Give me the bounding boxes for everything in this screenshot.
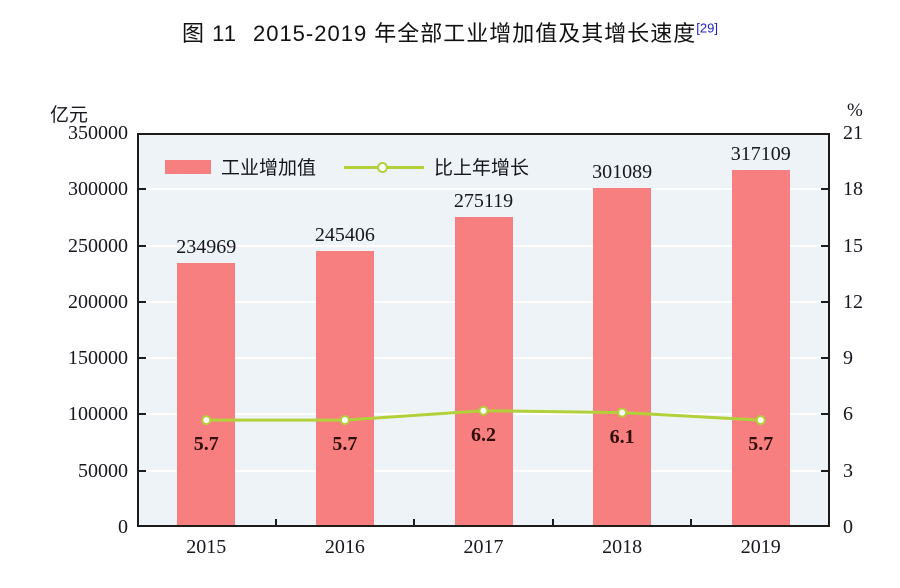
right-axis-tick-mark <box>821 357 828 360</box>
x-axis-tick-mark <box>413 519 416 525</box>
growth-value-label: 5.7 <box>748 433 774 456</box>
legend-line-marker-icon <box>377 161 389 173</box>
x-axis-category-label: 2019 <box>740 536 781 558</box>
x-axis-category-label: 2016 <box>324 536 365 558</box>
left-axis-tick-label: 50000 <box>78 459 128 482</box>
bar-2017 <box>454 217 513 525</box>
footnote-reference: [29] <box>696 20 718 36</box>
growth-value-label: 5.7 <box>332 433 358 456</box>
right-axis-tick-mark <box>821 469 828 472</box>
right-axis-tick-label: 21 <box>843 122 863 144</box>
right-axis-tick-mark <box>821 244 828 247</box>
legend-bar-label: 工业增加值 <box>221 158 317 179</box>
left-axis-tick-label: 350000 <box>68 122 128 144</box>
growth-value-label: 6.2 <box>471 423 496 446</box>
left-axis-tick-mark <box>139 188 146 191</box>
figure-number-label: 图 11 <box>182 21 237 46</box>
left-axis-tick-mark <box>139 300 146 303</box>
figure-title: 图 11 2015-2019 年全部工业增加值及其增长速度[29] <box>0 16 900 48</box>
right-axis-tick-label: 18 <box>843 178 863 201</box>
left-axis-tick-label: 150000 <box>68 347 128 370</box>
left-axis-tick-label: 100000 <box>68 403 128 426</box>
right-axis-tick-mark <box>821 300 828 303</box>
right-axis-tick-label: 9 <box>843 347 853 370</box>
left-axis-tick-label: 0 <box>118 516 128 538</box>
right-axis-unit-label: % <box>847 100 863 121</box>
right-axis-tick-label: 12 <box>843 290 863 313</box>
left-axis-tick-label: 200000 <box>68 290 128 313</box>
right-axis-tick-label: 15 <box>843 234 863 257</box>
left-axis-tick-mark <box>139 244 146 247</box>
legend-line-swatch <box>344 160 425 174</box>
right-axis-tick-label: 6 <box>843 403 853 426</box>
bar-value-label: 234969 <box>176 235 237 258</box>
left-axis-unit-label: 亿元 <box>50 105 89 126</box>
bar-value-label: 301089 <box>592 161 653 184</box>
legend-bar-swatch <box>165 159 211 174</box>
x-axis-category-label: 2015 <box>186 536 227 558</box>
figure-title-text: 2015-2019 年全部工业增加值及其增长速度 <box>252 21 697 46</box>
bar-2016 <box>315 250 374 525</box>
growth-value-label: 5.7 <box>193 433 219 456</box>
right-axis-tick-label: 3 <box>843 459 853 482</box>
legend-line-label: 比上年增长 <box>434 158 530 179</box>
left-axis-tick-label: 250000 <box>68 234 128 257</box>
right-axis-tick-mark <box>821 188 828 191</box>
left-axis-tick-mark <box>139 469 146 472</box>
bar-2019 <box>731 170 790 525</box>
grid-line <box>139 188 828 191</box>
x-axis-tick-mark <box>690 519 693 525</box>
bar-value-label: 317109 <box>730 143 791 165</box>
x-axis-category-label: 2018 <box>602 536 643 558</box>
bar-value-label: 245406 <box>314 223 375 246</box>
right-axis-tick-label: 0 <box>843 516 853 538</box>
left-axis-tick-mark <box>139 357 146 360</box>
bar-value-label: 275119 <box>453 190 514 213</box>
right-axis-tick-mark <box>821 413 828 416</box>
left-axis-tick-label: 300000 <box>68 178 128 201</box>
bar-2015 <box>177 262 236 525</box>
growth-value-label: 6.1 <box>609 425 635 448</box>
x-axis-tick-mark <box>551 519 554 525</box>
left-axis-tick-mark <box>139 413 146 416</box>
x-axis-category-label: 2017 <box>463 536 504 558</box>
bar-2018 <box>593 188 652 525</box>
legend: 工业增加值 比上年增长 <box>165 153 529 180</box>
x-axis-tick-mark <box>274 519 277 525</box>
